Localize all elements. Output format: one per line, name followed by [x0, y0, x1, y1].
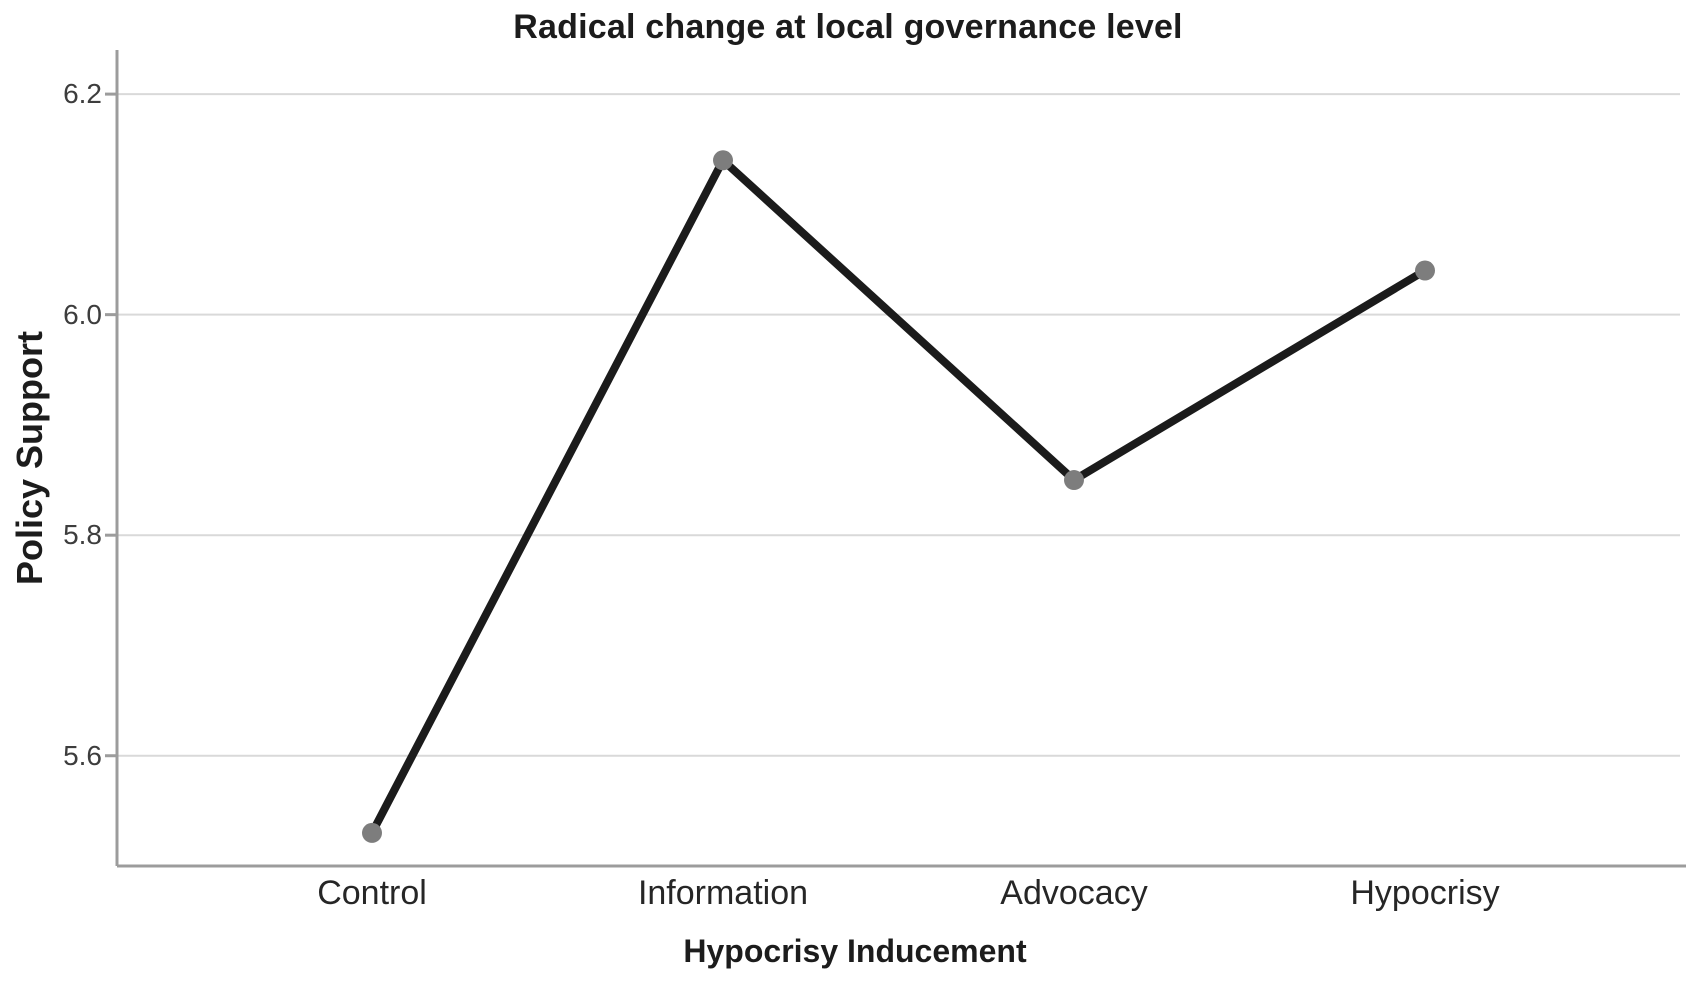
y-tick-label-6.0: 6.0	[63, 298, 102, 330]
data-point-information	[713, 150, 733, 171]
x-axis-title: Hypocrisy Inducement	[683, 933, 1027, 969]
data-point-advocacy	[1064, 470, 1084, 491]
y-tick-label-5.8: 5.8	[63, 519, 102, 551]
y-tick-label-6.2: 6.2	[63, 78, 102, 110]
y-tick-label-5.6: 5.6	[63, 739, 102, 771]
data-point-hypocrisy	[1415, 260, 1435, 281]
x-tick-label-advocacy: Advocacy	[1000, 874, 1148, 912]
x-tick-label-information: Information	[637, 874, 809, 912]
chart-title: Radical change at local governance level	[513, 8, 1183, 46]
data-point-control	[362, 822, 382, 843]
x-tick-label-hypocrisy: Hypocrisy	[1350, 874, 1500, 912]
x-tick-label-control: Control	[317, 874, 427, 912]
data-line	[368, 156, 1429, 837]
